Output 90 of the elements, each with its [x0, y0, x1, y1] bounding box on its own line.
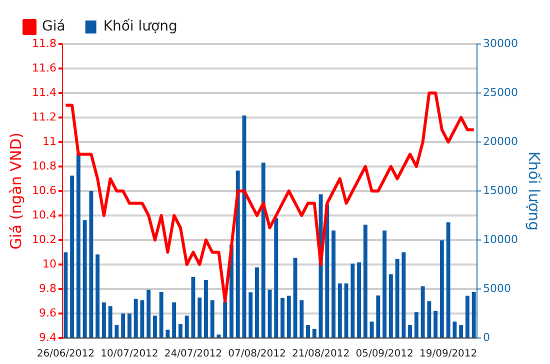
bar — [414, 312, 418, 338]
bar — [108, 306, 112, 338]
bar — [121, 314, 126, 338]
bar — [370, 322, 374, 338]
y-tick-label: 11.6 — [32, 61, 56, 74]
legend-label: Giá — [42, 18, 66, 35]
y2-axis-title: Khối lượng — [525, 151, 544, 231]
bar — [376, 295, 380, 338]
bar — [166, 330, 170, 338]
bar — [216, 334, 221, 338]
bar — [140, 300, 144, 338]
bar — [198, 298, 202, 338]
bar — [178, 324, 182, 338]
y-tick-label: 9.6 — [38, 306, 56, 320]
bar — [312, 328, 316, 338]
y2-tick-label: 20000 — [483, 134, 518, 148]
x-tick-label: 07/08/2012 — [228, 348, 286, 360]
bar — [452, 322, 457, 338]
bar — [382, 230, 387, 338]
bar — [446, 222, 450, 338]
y2-tick-label: 30000 — [483, 36, 518, 50]
bar — [204, 280, 208, 338]
bar — [134, 298, 138, 338]
bar — [261, 162, 266, 338]
bar — [338, 283, 342, 338]
x-tick-label: 26/06/2012 — [36, 348, 94, 360]
y-tick-label: 9.4 — [38, 330, 56, 344]
y2-tick-label: 10000 — [483, 232, 518, 246]
bar — [70, 176, 74, 338]
bar — [363, 224, 368, 338]
y-tick-label: 11.8 — [32, 36, 56, 50]
bar — [420, 286, 425, 338]
y2-tick-label: 25000 — [483, 86, 518, 99]
x-tick-label: 05/09/2012 — [356, 348, 414, 360]
bar — [440, 240, 444, 338]
bar — [248, 292, 253, 338]
bar — [64, 252, 68, 338]
y2-tick-label: 15000 — [483, 184, 518, 197]
bar — [402, 252, 406, 338]
bar — [172, 302, 176, 338]
x-tick-label: 19/09/2012 — [419, 348, 478, 360]
bar — [114, 325, 119, 338]
legend-label: Khối lượng — [103, 18, 178, 35]
bar — [344, 283, 348, 338]
y-tick-label: 11.2 — [32, 110, 56, 124]
bar — [408, 325, 412, 338]
x-tick-label: 24/07/2012 — [164, 348, 222, 360]
bar — [146, 290, 151, 338]
bar — [434, 310, 438, 338]
y-tick-label: 10.2 — [32, 232, 56, 246]
bar — [357, 262, 362, 338]
bar — [286, 296, 291, 338]
bar — [280, 298, 284, 338]
bar — [191, 276, 196, 338]
bar — [274, 218, 278, 338]
y-tick-label: 11 — [42, 134, 56, 148]
y-tick-label: 11.4 — [32, 86, 56, 99]
bar — [472, 292, 476, 338]
bar — [306, 325, 310, 338]
bar — [459, 325, 464, 338]
bar — [427, 301, 432, 338]
y-tick-label: 9.8 — [38, 282, 56, 295]
bar — [465, 296, 470, 338]
y-tick-label: 10.8 — [32, 159, 56, 172]
y2-tick-label: 5000 — [483, 282, 512, 295]
bar — [127, 314, 132, 338]
bar — [102, 302, 106, 338]
bar — [350, 264, 355, 338]
y-axis-title: Giá (ngàn VND) — [6, 132, 25, 250]
bar — [210, 300, 214, 338]
bar — [223, 302, 228, 338]
bar — [82, 220, 87, 338]
y-tick-label: 10.6 — [32, 184, 56, 197]
bar — [76, 154, 80, 338]
bar — [388, 274, 393, 338]
bar — [332, 230, 336, 338]
bar — [152, 316, 157, 338]
y-tick-label: 10 — [42, 257, 56, 270]
bar — [96, 254, 100, 338]
bar — [89, 191, 94, 338]
bar — [236, 170, 240, 338]
y2-tick-label: 0 — [483, 330, 490, 344]
x-tick-label: 10/07/2012 — [100, 348, 158, 360]
bar — [395, 258, 400, 338]
y-tick-label: 10.4 — [32, 208, 56, 222]
bar — [255, 267, 259, 338]
x-tick-label: 21/08/2012 — [292, 348, 350, 360]
bar — [184, 316, 189, 338]
bar — [300, 300, 304, 338]
bar — [159, 292, 164, 338]
